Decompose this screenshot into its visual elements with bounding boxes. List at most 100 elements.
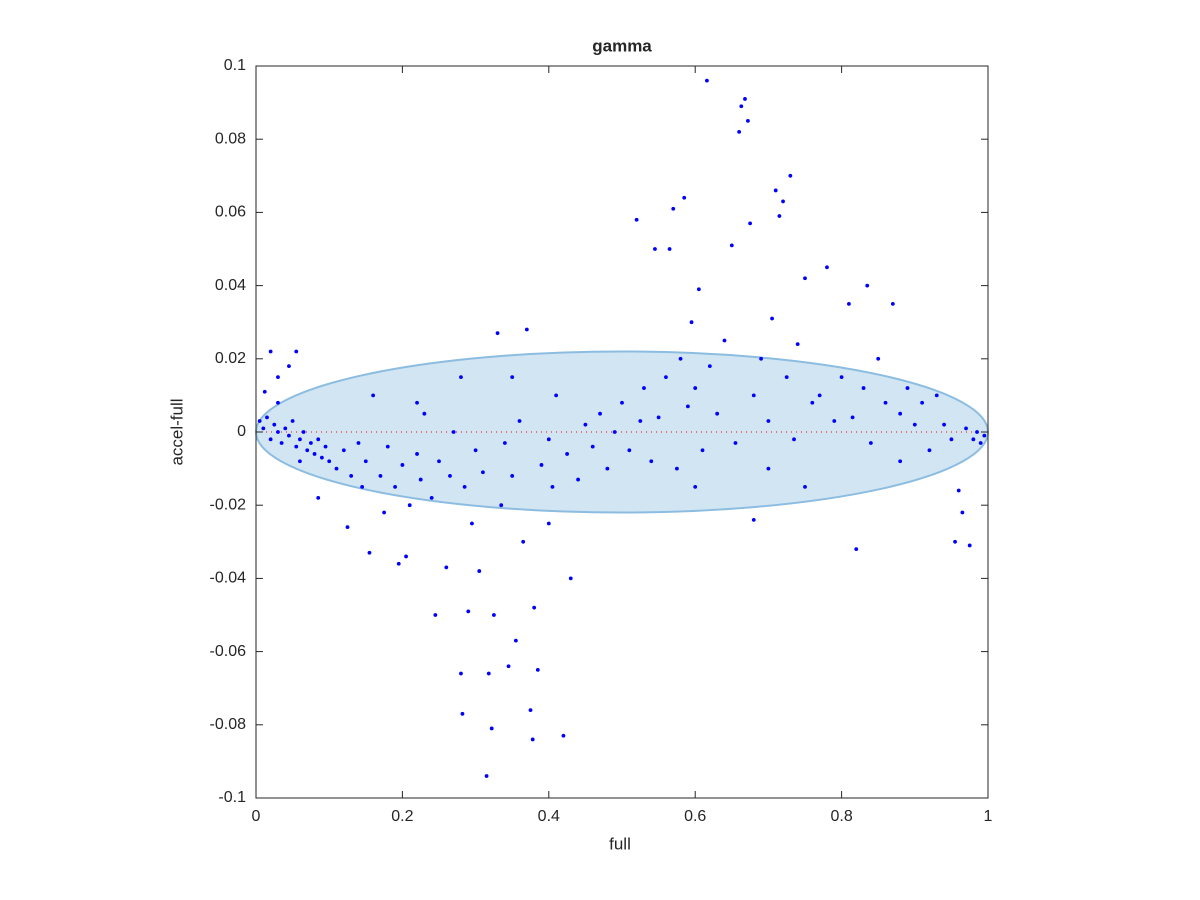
point — [319, 455, 324, 460]
point — [653, 247, 657, 251]
point — [283, 426, 288, 431]
point — [839, 375, 844, 379]
point — [341, 448, 346, 453]
point — [942, 422, 946, 427]
point — [316, 495, 321, 500]
point — [865, 283, 870, 288]
x-tick-label: 0.8 — [830, 808, 852, 825]
point — [784, 375, 789, 379]
y-tick-label: 0.04 — [215, 277, 246, 294]
point — [905, 386, 910, 390]
point — [298, 459, 302, 464]
point — [444, 565, 449, 570]
x-tick-label: 0 — [252, 808, 261, 825]
point — [459, 375, 463, 379]
point — [700, 448, 705, 453]
point — [268, 437, 273, 442]
point — [620, 400, 624, 405]
point — [737, 129, 742, 134]
point — [257, 419, 262, 423]
point — [868, 441, 873, 445]
point — [565, 452, 569, 456]
point — [792, 437, 796, 442]
x-tick-label: 0.4 — [538, 808, 560, 825]
point — [982, 433, 987, 438]
point — [459, 671, 463, 676]
x-tick-label: 0.6 — [684, 808, 706, 825]
point — [477, 569, 482, 573]
point — [978, 441, 983, 445]
point — [261, 426, 266, 431]
point — [276, 400, 280, 405]
point — [349, 474, 354, 478]
point — [298, 437, 302, 442]
point — [689, 320, 694, 325]
x-tick-label: 1 — [984, 808, 993, 825]
point — [400, 463, 405, 467]
point — [705, 78, 709, 83]
point — [912, 422, 917, 427]
point — [382, 510, 386, 515]
point — [927, 448, 932, 453]
point — [568, 576, 573, 581]
y-tick-label: -0.06 — [210, 643, 247, 660]
x-tick-label: 0.2 — [391, 808, 413, 825]
point — [803, 485, 807, 489]
point — [367, 550, 372, 555]
point — [777, 214, 782, 218]
point — [433, 613, 438, 617]
point — [502, 441, 507, 445]
point — [316, 437, 321, 442]
y-tick-label: 0.08 — [215, 130, 246, 147]
point — [751, 393, 756, 398]
point — [746, 119, 750, 123]
point — [530, 737, 535, 742]
point — [499, 503, 504, 508]
point — [667, 247, 672, 251]
point — [766, 419, 771, 423]
y-tick-label: 0.06 — [215, 204, 246, 221]
point — [287, 364, 291, 369]
y-tick-label: -0.08 — [210, 716, 247, 733]
point — [920, 400, 925, 405]
point — [854, 547, 859, 552]
point — [576, 477, 580, 482]
point — [448, 474, 452, 478]
point — [466, 609, 471, 614]
point — [415, 400, 419, 405]
point — [975, 430, 979, 434]
point — [671, 206, 676, 211]
point — [876, 356, 881, 361]
point — [546, 437, 551, 442]
point — [276, 375, 280, 379]
point — [360, 485, 365, 489]
point — [656, 415, 661, 420]
point — [743, 97, 747, 101]
point — [510, 474, 515, 478]
point — [492, 613, 496, 617]
point — [301, 430, 306, 434]
y-axis-label: accel-full — [167, 398, 186, 465]
point — [437, 459, 441, 464]
point — [722, 338, 727, 343]
point — [883, 400, 888, 405]
point — [649, 459, 654, 464]
point — [751, 517, 756, 522]
point — [535, 668, 540, 672]
point — [268, 349, 273, 354]
point — [682, 195, 687, 200]
point — [327, 459, 332, 464]
point — [748, 221, 752, 226]
point — [356, 441, 361, 445]
point — [363, 459, 368, 464]
point — [795, 342, 800, 347]
point — [513, 638, 518, 643]
point — [290, 419, 295, 423]
point — [418, 477, 423, 482]
point — [429, 495, 434, 500]
point — [550, 485, 555, 489]
point — [729, 243, 734, 248]
point — [517, 419, 522, 423]
point — [766, 466, 771, 471]
point — [294, 444, 299, 449]
